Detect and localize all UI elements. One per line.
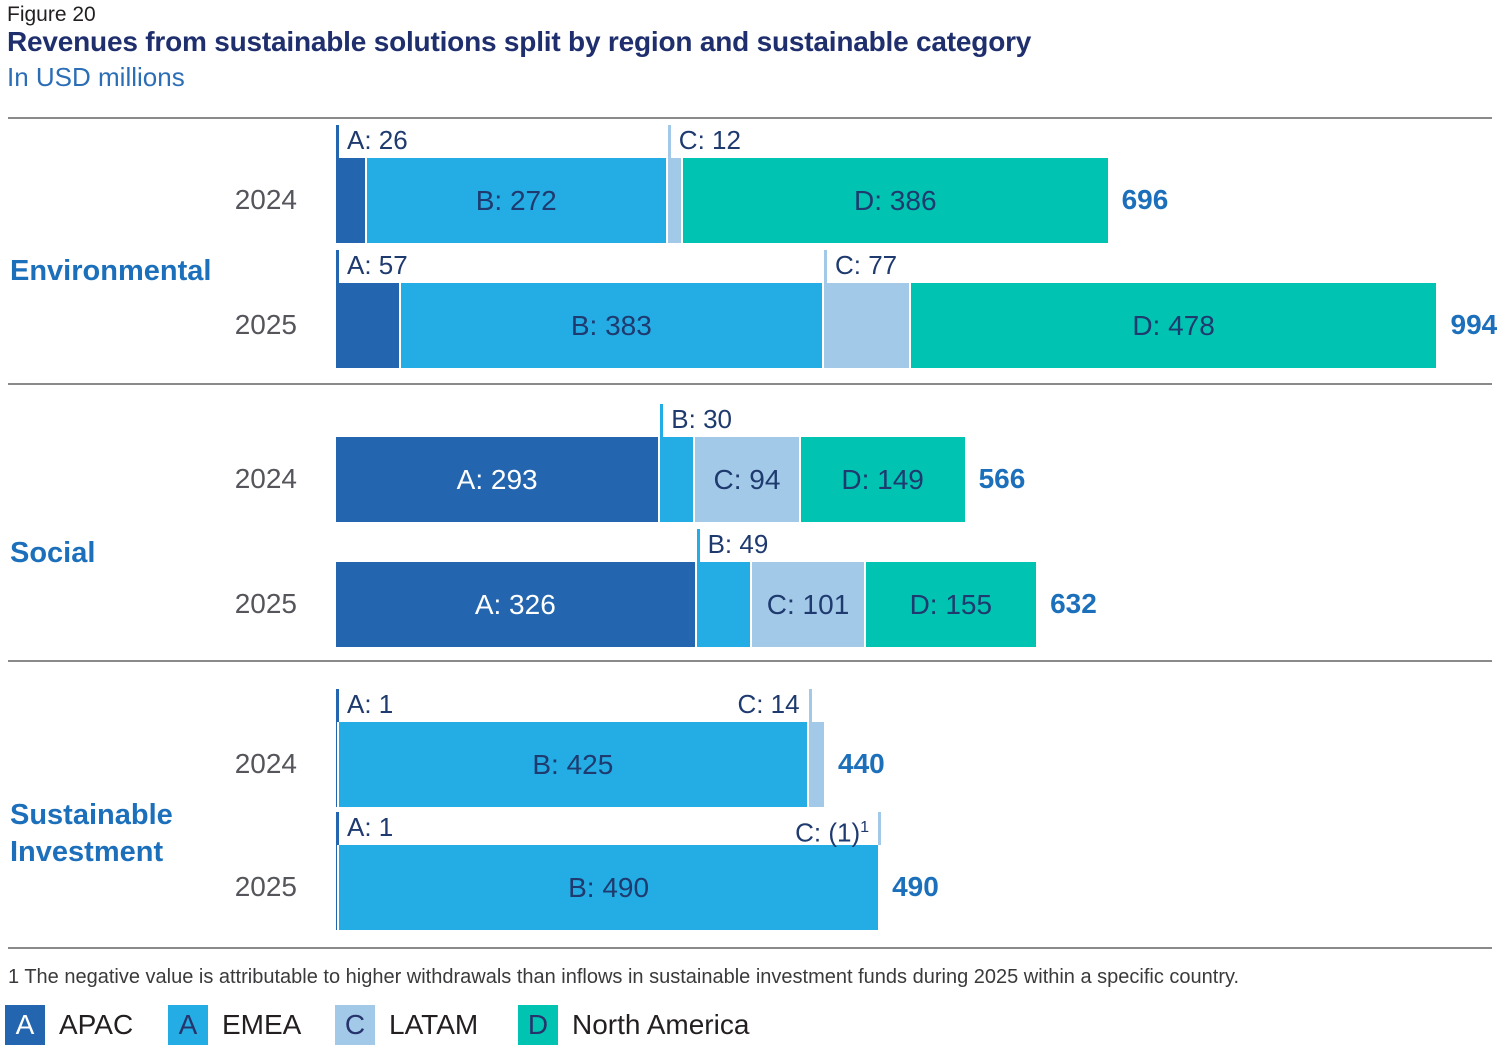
legend-swatch-apac: A — [5, 1005, 45, 1045]
bar-segment — [336, 158, 365, 243]
bar-segment: C: 94 — [695, 437, 799, 522]
bar-total: 696 — [1121, 184, 1169, 215]
figure-label: Figure 20 — [7, 3, 96, 26]
category-label: Environmental — [10, 255, 212, 287]
section-divider — [8, 947, 1492, 949]
legend-label: North America — [572, 1009, 750, 1040]
bar-callout-tick — [336, 250, 339, 283]
legend-item: C LATAM — [335, 1005, 478, 1045]
bar-segment: D: 149 — [800, 437, 965, 522]
year-label: 2024 — [234, 184, 297, 215]
bar-callout-label: B: 30 — [671, 404, 733, 434]
bar-callout-label: C: 12 — [678, 125, 741, 155]
bar-segment-label: A: 293 — [456, 463, 538, 495]
bar-segment: D: 155 — [865, 562, 1037, 647]
bar-segment-label: D: 478 — [1132, 309, 1215, 341]
bar-total: 490 — [892, 871, 939, 902]
bar-callout-tick — [660, 404, 664, 437]
year-label: 2024 — [234, 463, 297, 494]
bar-callout-label: A: 57 — [347, 250, 408, 280]
legend-letter: C — [344, 1009, 366, 1040]
bar-segment-label: B: 425 — [532, 748, 614, 780]
legend-label: LATAM — [389, 1009, 479, 1040]
bar-segment: B: 425 — [339, 722, 807, 807]
bar-segment-label: D: 149 — [841, 463, 924, 495]
stacked-bar: B: 383 D: 478 — [336, 283, 1437, 368]
bar-segment — [667, 158, 681, 243]
chart-title: Revenues from sustainable solutions spli… — [7, 26, 1032, 57]
bar-callout-label: B: 49 — [707, 529, 769, 559]
legend-letter: D — [527, 1009, 549, 1040]
stacked-bar: A: 293 C: 94 D: 149 — [336, 437, 965, 522]
bar-segment-label: D: 386 — [854, 184, 937, 216]
year-label: 2025 — [234, 588, 297, 619]
legend-label: EMEA — [222, 1009, 302, 1040]
bar-callout-label: A: 26 — [347, 125, 408, 155]
bar-segment — [823, 283, 909, 368]
stacked-bar: B: 272 D: 386 — [336, 158, 1108, 243]
bar-segment-label: B: 490 — [568, 871, 650, 903]
stacked-bar: B: 425 — [336, 722, 824, 807]
bar-callout-label: A: 1 — [347, 812, 394, 842]
bar-callout-label: C: 14 — [737, 689, 800, 719]
bar-segment-label: A: 326 — [474, 588, 556, 620]
section-divider — [8, 660, 1492, 662]
bar-callout-tick — [667, 125, 671, 158]
bar-segment: B: 490 — [339, 845, 879, 930]
stacked-bar: B: 490 — [336, 845, 879, 930]
bar-callout-tick — [808, 689, 812, 722]
legend-letter: A — [178, 1009, 198, 1040]
bar-total: 440 — [838, 748, 885, 779]
bar-callout-tick — [336, 689, 339, 722]
bar-segment — [336, 283, 399, 368]
bar-segment: A: 293 — [336, 437, 659, 522]
bar-callout-tick — [336, 812, 339, 845]
legend-swatch-north-america: D — [518, 1005, 558, 1045]
chart-subtitle: In USD millions — [7, 62, 185, 92]
year-label: 2024 — [234, 748, 297, 779]
bar-total: 994 — [1450, 309, 1498, 340]
footnote: 1 The negative value is attributable to … — [8, 966, 1240, 988]
legend-item: D North America — [518, 1005, 749, 1045]
bar-segment-label: C: 94 — [713, 463, 781, 495]
bar-callout-tick — [696, 529, 700, 562]
bar-callout-label: A: 1 — [347, 689, 394, 719]
bar-segment — [336, 722, 338, 807]
bar-callout-tick — [824, 250, 827, 283]
legend-letter: A — [15, 1009, 35, 1040]
bar-segment — [808, 722, 824, 807]
bar-segment — [336, 845, 338, 930]
bar-segment: A: 326 — [336, 562, 695, 647]
bar-total: 566 — [978, 463, 1026, 494]
bar-segment — [660, 437, 694, 522]
bar-segment: B: 383 — [400, 283, 822, 368]
year-label: 2025 — [234, 871, 297, 902]
section-divider — [8, 383, 1492, 385]
category-label: Social — [10, 537, 96, 569]
bar-segment: D: 386 — [682, 158, 1108, 243]
bar-total: 632 — [1050, 588, 1097, 619]
category-label: Sustainable Investment — [10, 799, 173, 868]
bar-segment: D: 478 — [910, 283, 1437, 368]
bar-segment-label: B: 383 — [570, 309, 652, 341]
legend-label: APAC — [59, 1009, 134, 1040]
legend-swatch-emea: A — [168, 1005, 208, 1045]
year-label: 2025 — [234, 309, 297, 340]
section-divider — [8, 117, 1492, 119]
legend-item: A EMEA — [168, 1005, 301, 1045]
bar-segment-label: D: 155 — [909, 588, 993, 620]
bar-segment: C: 101 — [752, 562, 864, 647]
bar-callout-label: C: (1)1 — [795, 817, 870, 848]
legend-item: A APAC — [5, 1005, 133, 1045]
bar-callout-label: C: 77 — [835, 250, 898, 280]
bar-segment: B: 272 — [366, 158, 666, 243]
bar-callout-tick — [336, 125, 339, 158]
bar-segment — [696, 562, 751, 647]
bar-segment-label: C: 101 — [766, 588, 850, 620]
stacked-bar: A: 326 C: 101 D: 155 — [336, 562, 1037, 647]
bar-segment-label: B: 272 — [475, 184, 557, 216]
bar-callout-tick — [878, 812, 882, 845]
legend-swatch-latam: C — [335, 1005, 375, 1045]
